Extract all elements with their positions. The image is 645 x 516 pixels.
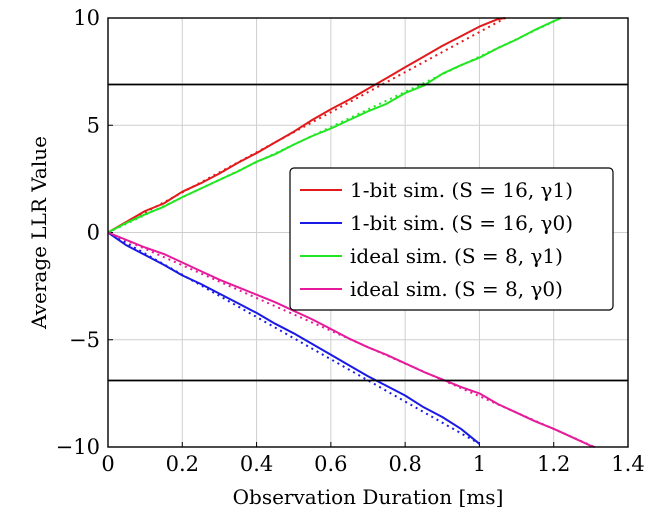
series-line: [107, 231, 481, 445]
series-lines: [107, 17, 595, 448]
y-axis-label: Average LLR Value: [27, 136, 51, 330]
x-tick-label: 0.4: [240, 452, 273, 476]
y-tick-label: 0: [87, 221, 100, 245]
x-tick-label: 1.2: [537, 452, 570, 476]
y-tick-label: 10: [73, 6, 100, 30]
legend-box: [289, 167, 614, 311]
legend-entry: 1-bit sim. (S = 16, γ1): [350, 178, 573, 202]
x-tick-label: 1.4: [611, 452, 644, 476]
y-tick-label: −10: [56, 435, 100, 459]
series-line: [107, 231, 595, 448]
plot-frame: [107, 17, 629, 448]
x-tick-label: 0: [101, 452, 114, 476]
x-tick-label: 0.8: [388, 452, 421, 476]
series-line: [107, 17, 506, 234]
y-tick-label: 5: [87, 113, 100, 137]
x-axis-label: Observation Duration [ms]: [233, 485, 504, 509]
legend-entry: 1-bit sim. (S = 16, γ0): [350, 211, 573, 235]
legend-entry: ideal sim. (S = 8, γ0): [350, 277, 563, 301]
series-line: [107, 17, 562, 234]
y-tick-label: −5: [69, 328, 100, 352]
tick-labels: 0 0.2 0.4 0.6 0.8 1 1.2 1.4 −10 −5 0 5 10: [56, 6, 645, 476]
x-tick-label: 1: [473, 452, 486, 476]
x-tick-label: 0.6: [314, 452, 347, 476]
legend-entry: ideal sim. (S = 8, γ1): [350, 244, 563, 268]
legend: 1-bit sim. (S = 16, γ1) 1-bit sim. (S = 1…: [289, 167, 614, 311]
threshold-lines: [108, 83, 628, 382]
x-tick-label: 0.2: [166, 452, 199, 476]
